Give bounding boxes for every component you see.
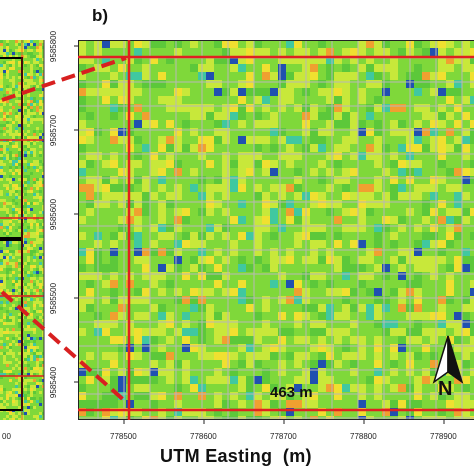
x-tick-label: 778500 — [110, 432, 137, 441]
y-tick-label: 9585400 — [49, 366, 59, 399]
x-tick-label: 778800 — [350, 432, 377, 441]
panel-label: b) — [92, 6, 109, 25]
zoomed-raster-map — [78, 40, 474, 420]
overview-raster-map — [0, 40, 44, 420]
x-tick-label: 778900 — [430, 432, 457, 441]
x-tick-label: 778700 — [270, 432, 297, 441]
x-tick-label: 778600 — [190, 432, 217, 441]
scale-bar-label: 463 m — [270, 384, 313, 401]
north-label: N — [438, 378, 453, 400]
y-tick-label: 9585800 — [49, 30, 59, 63]
y-tick-label: 9585700 — [49, 114, 59, 147]
y-tick-label: 9585600 — [49, 198, 59, 231]
overview-x-tick-label: 00 — [2, 432, 11, 441]
y-tick-label: 9585500 — [49, 282, 59, 315]
x-axis-label: UTM Easting (m) — [160, 446, 312, 466]
